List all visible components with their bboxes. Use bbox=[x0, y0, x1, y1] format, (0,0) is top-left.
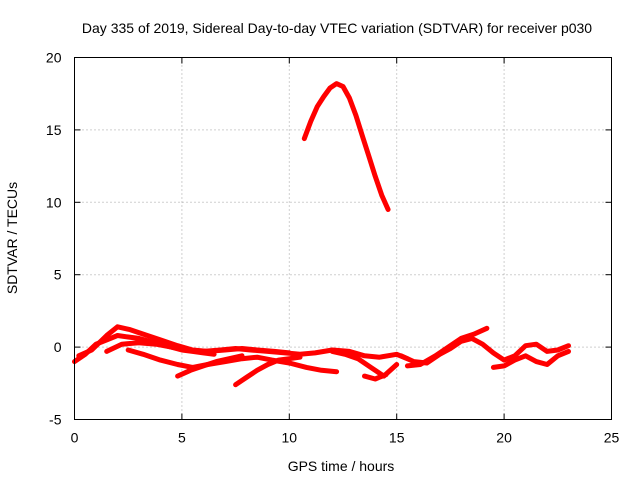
ticks bbox=[74, 57, 612, 420]
y-tick-label: 10 bbox=[46, 194, 62, 210]
y-tick-labels: -5 0 5 10 15 20 bbox=[46, 50, 62, 428]
series-line-track-11 bbox=[404, 325, 490, 369]
grid bbox=[74, 57, 612, 420]
series-line-track-5 bbox=[175, 353, 245, 379]
y-tick-label: 5 bbox=[54, 267, 62, 283]
y-tick-label: 0 bbox=[54, 339, 62, 355]
x-tick-label: 25 bbox=[604, 430, 620, 446]
series-group bbox=[72, 81, 571, 388]
chart-title: Day 335 of 2019, Sidereal Day-to-day VTE… bbox=[82, 20, 592, 36]
x-tick-label: 20 bbox=[496, 430, 512, 446]
series-line-track-3 bbox=[104, 340, 410, 362]
y-tick-label: -5 bbox=[49, 412, 62, 428]
series-line-track-6 bbox=[233, 354, 303, 388]
x-tick-label: 0 bbox=[71, 430, 79, 446]
series-line-track-12 bbox=[490, 348, 571, 370]
y-tick-label: 20 bbox=[46, 50, 62, 66]
x-tick-label: 15 bbox=[389, 430, 405, 446]
x-tick-labels: 0 5 10 15 20 25 bbox=[71, 430, 620, 446]
plot-frame bbox=[74, 57, 612, 420]
y-axis-label: SDTVAR / TECUs bbox=[4, 182, 20, 294]
x-tick-label: 5 bbox=[178, 430, 186, 446]
x-axis-label: GPS time / hours bbox=[288, 458, 395, 474]
series-line-track-7 bbox=[301, 81, 391, 212]
x-tick-label: 10 bbox=[282, 430, 298, 446]
series-line-track-9 bbox=[362, 372, 389, 382]
y-tick-label: 15 bbox=[46, 122, 62, 138]
